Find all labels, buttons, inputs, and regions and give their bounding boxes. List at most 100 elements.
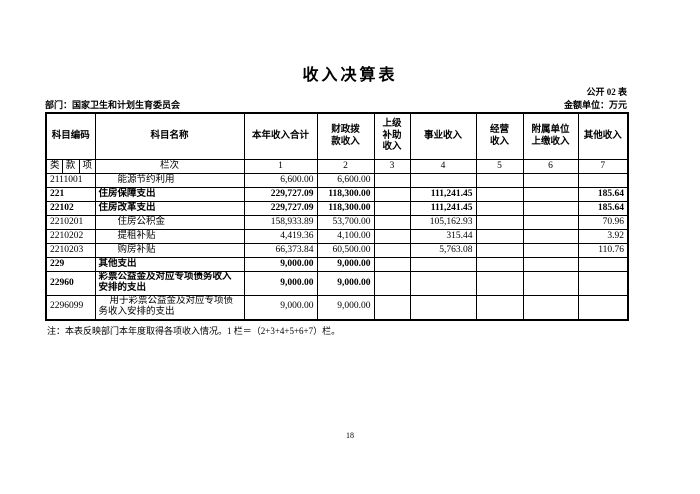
header-affiliated-income: 附属单位 上缴收入 (522, 112, 579, 160)
department-label: 部门：国家卫生和计划生育委员会 (45, 100, 181, 110)
table-row: 2210203 购房补贴 66,373.84 60,500.00 5,763.0… (45, 243, 629, 258)
subheader-col-7: 7 (577, 159, 629, 174)
value-cell (373, 257, 411, 272)
value-cell: 229,727.09 (243, 187, 318, 202)
subject-name-cell: 提租补贴 (94, 229, 245, 244)
value-cell: 5,763.08 (409, 243, 477, 258)
value-cell: 9,000.00 (243, 257, 318, 272)
value-cell: 66,373.84 (243, 243, 318, 258)
value-cell (475, 294, 524, 321)
subject-name-cell: 用于彩票公益金及对应专项债务收入安排的支出 (94, 294, 245, 321)
document-body: 科目编码 科目名称 本年收入合计 财政拨 款收入 上级 补助 收入 事业收入 经… (45, 112, 629, 337)
subject-code-cell: 2210203 (45, 243, 96, 258)
value-cell: 158,933.89 (243, 215, 318, 230)
value-cell: 315.44 (409, 229, 477, 244)
value-cell (475, 229, 524, 244)
subject-code-cell: 229 (45, 257, 96, 272)
table-row: 2210201 住房公积金 158,933.89 53,700.00 105,1… (45, 215, 629, 230)
value-cell: 9,000.00 (243, 271, 318, 296)
subject-name-cell: 购房补贴 (94, 243, 245, 258)
subheader-xiang: 项 (78, 159, 96, 174)
value-cell: 9,000.00 (316, 271, 375, 296)
subject-code-cell: 2210202 (45, 229, 96, 244)
value-cell: 185.64 (577, 201, 629, 216)
value-cell (373, 294, 411, 321)
value-cell: 6,600.00 (243, 173, 318, 188)
header-business-income: 事业收入 (409, 112, 477, 160)
page-number: 18 (346, 431, 354, 440)
value-cell (577, 257, 629, 272)
subject-code-cell: 2296099 (45, 294, 96, 321)
value-cell: 105,162.93 (409, 215, 477, 230)
value-cell (522, 243, 579, 258)
value-cell (373, 187, 411, 202)
subject-code-cell: 221 (45, 187, 96, 202)
subheader-col-1: 1 (243, 159, 318, 174)
subject-name-cell: 彩票公益金及对应专项债务收入安排的支出 (94, 271, 245, 296)
value-cell: 118,300.00 (316, 187, 375, 202)
subject-code-cell: 22960 (45, 271, 96, 296)
value-cell (409, 271, 477, 296)
page-title: 收入决算表 (302, 67, 398, 84)
subheader-kuan: 款 (61, 159, 80, 174)
table-row: 229 其他支出 9,000.00 9,000.00 (45, 257, 629, 272)
value-cell (373, 229, 411, 244)
value-cell (522, 271, 579, 296)
value-cell (522, 187, 579, 202)
value-cell (475, 243, 524, 258)
value-cell: 9,000.00 (316, 294, 375, 321)
value-cell: 4,100.00 (316, 229, 375, 244)
value-cell (577, 173, 629, 188)
value-cell: 111,241.45 (409, 201, 477, 216)
value-cell (373, 201, 411, 216)
subject-code-cell: 2111001 (45, 173, 96, 188)
table-row: 2296099 用于彩票公益金及对应专项债务收入安排的支出 9,000.00 9… (45, 294, 629, 321)
value-cell: 9,000.00 (243, 294, 318, 321)
value-cell (409, 173, 477, 188)
table-row: 2210202 提租补贴 4,419.36 4,100.00 315.44 3.… (45, 229, 629, 244)
subheader-lanci: 栏次 (94, 159, 245, 174)
subject-code-cell: 22102 (45, 201, 96, 216)
value-cell (577, 294, 629, 321)
table-subheader-row: 类 款 项 栏次 1 2 3 4 5 6 7 (45, 159, 629, 174)
header-operating-income: 经营 收入 (475, 112, 524, 160)
table-header-row: 科目编码 科目名称 本年收入合计 财政拨 款收入 上级 补助 收入 事业收入 经… (45, 112, 629, 160)
meta-row: 部门：国家卫生和计划生育委员会 金额单位：万元 (45, 98, 627, 111)
income-table: 科目编码 科目名称 本年收入合计 财政拨 款收入 上级 补助 收入 事业收入 经… (45, 112, 629, 321)
table-row: 2111001 能源节约利用 6,600.00 6,600.00 (45, 173, 629, 188)
header-superior-subsidy: 上级 补助 收入 (373, 112, 411, 160)
subheader-lei: 类 (45, 159, 63, 174)
value-cell (522, 215, 579, 230)
header-subject-code: 科目编码 (45, 112, 96, 160)
subject-name-cell: 能源节约利用 (94, 173, 245, 188)
value-cell (522, 257, 579, 272)
value-cell: 110.76 (577, 243, 629, 258)
value-cell (475, 215, 524, 230)
form-code-label: 公开 02 表 (586, 87, 627, 97)
value-cell: 185.64 (577, 187, 629, 202)
header-total-income: 本年收入合计 (243, 112, 318, 160)
value-cell (475, 173, 524, 188)
subject-name-cell: 住房保障支出 (94, 187, 245, 202)
table-row: 22960 彩票公益金及对应专项债务收入安排的支出 9,000.00 9,000… (45, 271, 629, 296)
value-cell (522, 201, 579, 216)
value-cell: 229,727.09 (243, 201, 318, 216)
subject-name-cell: 住房公积金 (94, 215, 245, 230)
value-cell: 70.96 (577, 215, 629, 230)
value-cell (522, 294, 579, 321)
value-cell: 53,700.00 (316, 215, 375, 230)
table-note: 注：本表反映部门本年度取得各项收入情况。1 栏＝（2+3+4+5+6+7）栏。 (47, 325, 341, 336)
value-cell (373, 215, 411, 230)
subject-name-cell: 其他支出 (94, 257, 245, 272)
value-cell (475, 257, 524, 272)
value-cell: 3.92 (577, 229, 629, 244)
header-fiscal-appropriation: 财政拨 款收入 (316, 112, 375, 160)
value-cell (577, 271, 629, 296)
table-row: 221 住房保障支出 229,727.09 118,300.00 111,241… (45, 187, 629, 202)
value-cell: 6,600.00 (316, 173, 375, 188)
unit-label: 金额单位：万元 (563, 100, 627, 110)
value-cell: 111,241.45 (409, 187, 477, 202)
value-cell (475, 271, 524, 296)
value-cell (373, 271, 411, 296)
table-row: 22102 住房改革支出 229,727.09 118,300.00 111,2… (45, 201, 629, 216)
